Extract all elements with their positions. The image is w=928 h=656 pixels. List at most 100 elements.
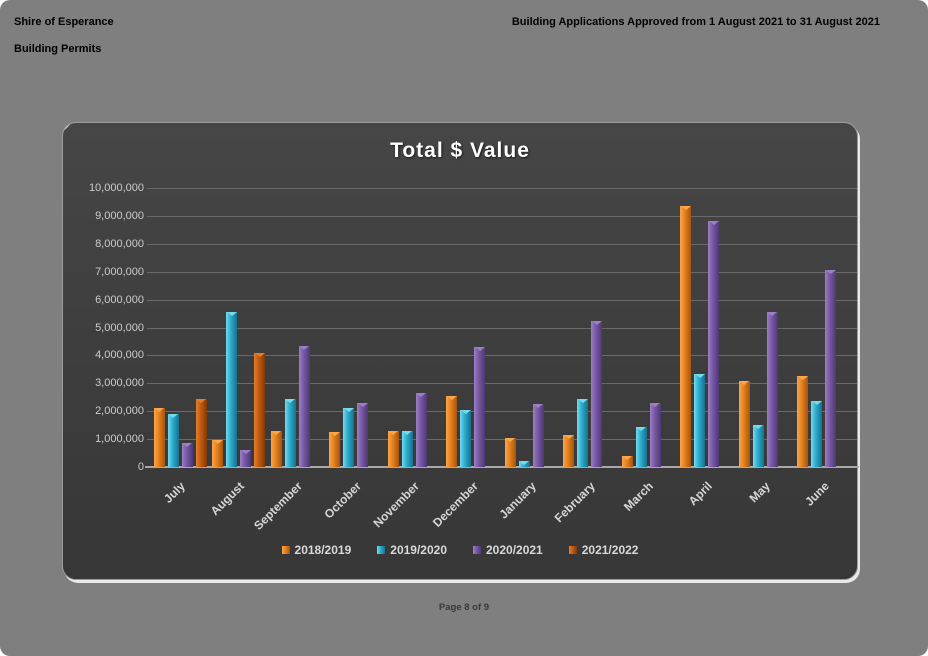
bar-top-chevron: [505, 438, 516, 442]
y-gridline: [147, 327, 857, 329]
chart-container: Total $ Value 0 1,000,000 2,000,000 3,000,0…: [62, 122, 859, 580]
bar-group: [795, 188, 854, 467]
header-left: Shire of Esperance Building Permits: [14, 16, 114, 55]
report-title: Building Applications Approved from 1 Au…: [511, 16, 880, 28]
bar-2019-2020-june: [811, 401, 823, 467]
bar-top-chevron: [212, 440, 223, 444]
bar-2020-2021-february: [591, 321, 603, 467]
bar-top-chevron: [767, 312, 778, 316]
bar-2019-2020-july: [167, 414, 179, 467]
y-gridline: [147, 439, 857, 441]
bar-2019-2020-october: [343, 408, 355, 467]
bar-2020-2021-june: [825, 270, 837, 467]
bar-2019-2020-april: [694, 374, 706, 467]
bar-2018-2019-february: [563, 435, 575, 467]
legend-swatch: [377, 546, 386, 554]
bar-top-chevron: [811, 401, 822, 405]
legend-label: 2019/2020: [390, 543, 447, 557]
bar-group: [444, 188, 503, 467]
page-number: Page 8 of 9: [438, 602, 490, 613]
bar-top-chevron: [285, 399, 296, 403]
y-axis-tick-label: 10,000,000: [88, 182, 144, 194]
bar-top-chevron: [797, 376, 808, 380]
x-axis-line: [145, 466, 859, 468]
y-gridline: [147, 188, 857, 189]
bar-top-chevron: [416, 393, 427, 397]
bar-top-chevron: [357, 403, 368, 407]
y-axis-tick-label: 3,000,000: [95, 377, 144, 390]
bar-top-chevron: [739, 381, 750, 385]
bar-top-chevron: [519, 461, 530, 465]
bar-group: [151, 188, 210, 467]
bar-2019-2020-february: [577, 399, 589, 467]
y-axis-tick-label: 2,000,000: [95, 405, 144, 418]
bar-2021-2022-july: [195, 399, 207, 467]
bar-top-chevron: [708, 221, 719, 225]
legend-item: 2020/2021: [473, 543, 543, 557]
y-axis-tick-label: 8,000,000: [95, 237, 144, 250]
bar-top-chevron: [343, 408, 354, 412]
chart-title: Total $ Value: [390, 139, 530, 162]
bar-2019-2020-august: [226, 312, 238, 467]
y-gridline: [147, 355, 857, 357]
y-axis-tick-label: 5,000,000: [95, 321, 144, 334]
bar-top-chevron: [825, 270, 836, 274]
chart-legend: 2018/2019 2019/2020 2020/2021 2021/2022: [63, 543, 857, 557]
bar-top-chevron: [591, 321, 602, 325]
bar-2020-2021-september: [298, 346, 310, 467]
bar-2020-2021-may: [766, 312, 778, 467]
bar-2020-2021-december: [474, 347, 486, 467]
legend-item: 2019/2020: [377, 543, 447, 557]
bar-2018-2019-july: [153, 408, 165, 467]
bar-top-chevron: [154, 408, 165, 412]
bar-group: [502, 188, 561, 467]
bar-2020-2021-april: [708, 221, 720, 467]
bar-2018-2019-april: [680, 206, 692, 467]
bar-top-chevron: [577, 399, 588, 403]
legend-item: 2021/2022: [568, 543, 638, 557]
bar-2019-2020-may: [752, 425, 764, 467]
legend-item: 2018/2019: [281, 543, 351, 557]
bar-top-chevron: [563, 435, 574, 439]
bar-2018-2019-september: [270, 431, 282, 467]
bar-group: [385, 188, 444, 467]
bar-2018-2019-august: [212, 440, 224, 467]
y-gridline: [147, 215, 857, 217]
legend-swatch: [473, 546, 481, 554]
bar-2021-2022-august: [254, 353, 266, 467]
bar-2018-2019-december: [446, 396, 458, 467]
legend-swatch: [281, 546, 290, 554]
y-axis-tick-label: 6,000,000: [95, 293, 144, 306]
bar-top-chevron: [636, 427, 647, 431]
bar-2019-2020-january: [518, 461, 530, 467]
bar-top-chevron: [196, 399, 207, 403]
bar-group: [736, 188, 795, 467]
bar-2018-2019-may: [738, 381, 750, 467]
y-axis-tick-label: 0: [137, 461, 144, 473]
bar-group: [678, 188, 737, 467]
y-axis-tick-label: 1,000,000: [95, 433, 144, 446]
bar-top-chevron: [622, 456, 633, 460]
y-gridline: [147, 383, 857, 385]
bar-top-chevron: [474, 347, 485, 351]
bar-top-chevron: [182, 443, 193, 447]
legend-swatch: [568, 546, 577, 554]
y-gridline: [147, 271, 857, 273]
bar-top-chevron: [240, 450, 251, 454]
bar-2020-2021-march: [649, 403, 661, 467]
bar-group: [210, 188, 269, 467]
bar-top-chevron: [271, 431, 282, 435]
bar-top-chevron: [329, 432, 340, 436]
bar-2018-2019-march: [621, 456, 633, 467]
org-name: Shire of Esperance: [14, 16, 114, 28]
bar-top-chevron: [446, 396, 457, 400]
bar-2020-2021-november: [415, 393, 427, 467]
bar-top-chevron: [402, 431, 413, 435]
bar-top-chevron: [299, 346, 310, 350]
legend-label: 2020/2021: [486, 543, 543, 557]
bar-top-chevron: [460, 410, 471, 414]
bar-2019-2020-september: [284, 399, 296, 467]
bar-group: [561, 188, 620, 467]
bar-2018-2019-october: [329, 432, 341, 467]
